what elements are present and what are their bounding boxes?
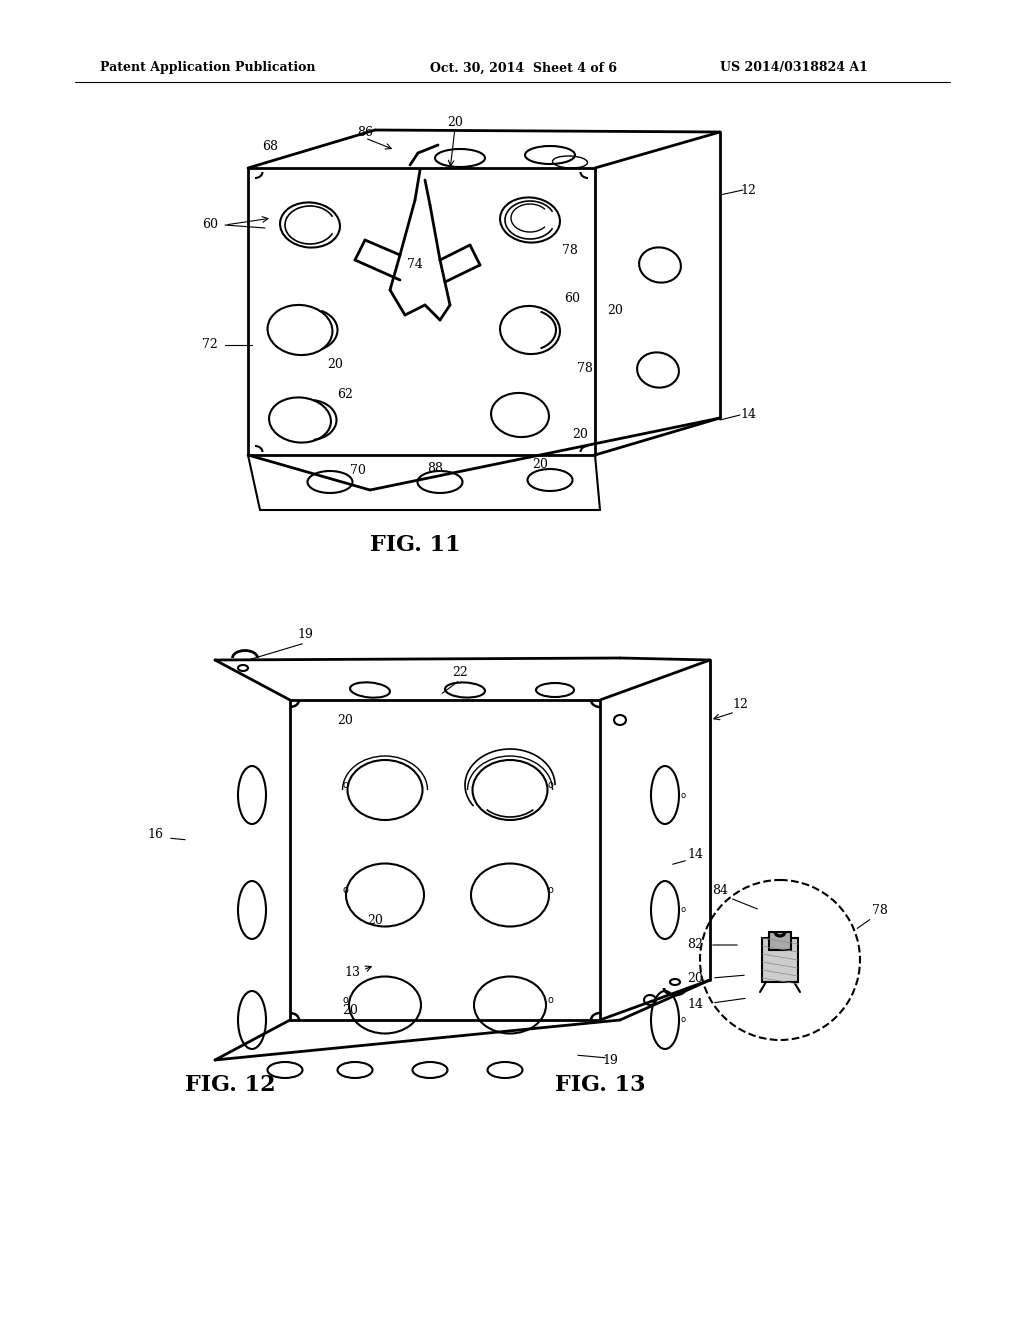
Text: 20: 20 [607, 304, 623, 317]
Text: 20: 20 [327, 359, 343, 371]
Text: 14: 14 [740, 408, 756, 421]
Text: 72: 72 [202, 338, 218, 351]
Text: 20: 20 [687, 972, 702, 985]
Bar [769, 932, 791, 950]
Text: 22: 22 [453, 665, 468, 678]
Text: Patent Application Publication: Patent Application Publication [100, 62, 315, 74]
Text: 20: 20 [447, 116, 463, 129]
Text: US 2014/0318824 A1: US 2014/0318824 A1 [720, 62, 868, 74]
Text: 19: 19 [602, 1053, 617, 1067]
Text: 60: 60 [202, 219, 218, 231]
Text: 78: 78 [562, 243, 578, 256]
Text: 20: 20 [572, 429, 588, 441]
Text: o: o [547, 995, 553, 1005]
Text: 20: 20 [532, 458, 548, 471]
Text: o: o [680, 791, 685, 800]
Text: 14: 14 [687, 849, 703, 862]
Text: 78: 78 [578, 362, 593, 375]
Text: Oct. 30, 2014  Sheet 4 of 6: Oct. 30, 2014 Sheet 4 of 6 [430, 62, 617, 74]
Text: 84: 84 [712, 883, 728, 896]
Text: 20: 20 [342, 1003, 358, 1016]
Text: o: o [547, 780, 553, 789]
Text: 19: 19 [297, 628, 313, 642]
Text: 62: 62 [337, 388, 353, 401]
Text: o: o [342, 995, 348, 1005]
Text: FIG. 12: FIG. 12 [184, 1074, 275, 1096]
Text: o: o [680, 906, 685, 915]
Text: 70: 70 [350, 463, 366, 477]
Text: FIG. 13: FIG. 13 [555, 1074, 645, 1096]
Text: 78: 78 [872, 903, 888, 916]
Text: 20: 20 [337, 714, 353, 726]
Text: FIG. 11: FIG. 11 [370, 535, 461, 556]
Text: 12: 12 [740, 183, 756, 197]
Text: 88: 88 [427, 462, 443, 474]
Text: 86: 86 [357, 127, 373, 140]
Text: 74: 74 [408, 259, 423, 272]
Text: 20: 20 [367, 913, 383, 927]
Text: o: o [342, 780, 348, 789]
Text: 16: 16 [147, 829, 163, 842]
Bar [762, 939, 798, 982]
Text: 12: 12 [732, 698, 748, 711]
Text: 14: 14 [687, 998, 703, 1011]
Text: o: o [547, 884, 553, 895]
Text: 68: 68 [262, 140, 278, 153]
Text: 13: 13 [344, 965, 360, 978]
Text: 82: 82 [687, 939, 702, 952]
Text: 60: 60 [564, 292, 580, 305]
Text: o: o [342, 884, 348, 895]
Text: o: o [680, 1015, 685, 1024]
